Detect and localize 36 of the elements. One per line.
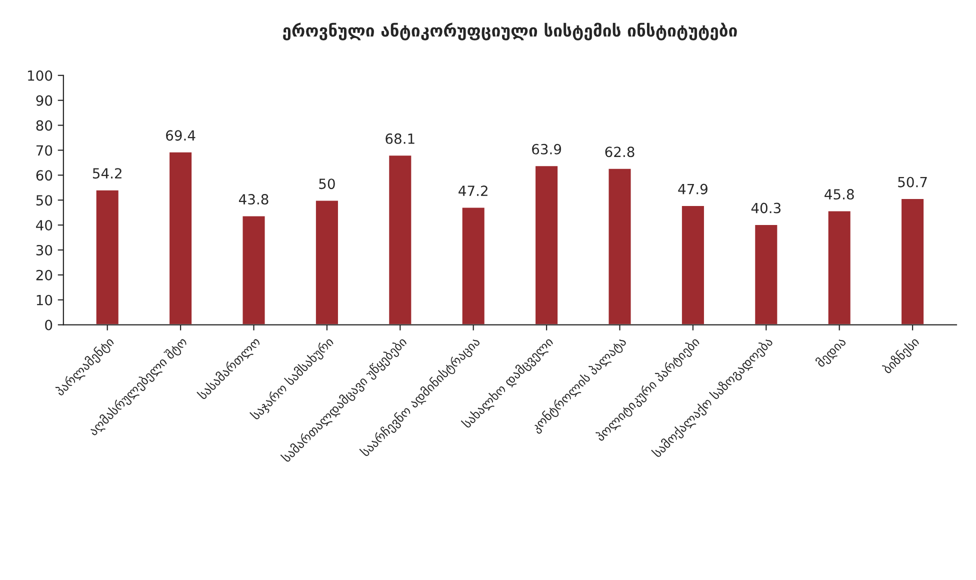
bar <box>388 154 413 325</box>
y-tick-label: 80 <box>36 120 52 131</box>
bar <box>168 151 193 325</box>
bar <box>241 214 266 325</box>
data-label: 68.1 <box>386 133 414 144</box>
bar <box>680 204 706 325</box>
data-label: 47.2 <box>458 186 488 196</box>
bar <box>534 164 559 325</box>
bar <box>826 210 852 325</box>
y-tick-label: 70 <box>36 145 52 156</box>
bar <box>460 206 486 325</box>
data-label: 50.7 <box>898 176 927 188</box>
y-tick-label: 10 <box>36 294 52 306</box>
y-tick-label: 40 <box>36 220 52 231</box>
data-label: 54.2 <box>92 168 122 179</box>
bar <box>314 199 340 325</box>
y-tick-label: 90 <box>36 95 52 106</box>
data-label: 69.4 <box>166 130 196 141</box>
bar <box>900 198 925 325</box>
data-label: 50 <box>319 178 335 190</box>
data-label: 47.9 <box>678 184 708 194</box>
y-tick-label: 60 <box>36 170 52 181</box>
data-label: 63.9 <box>532 144 562 154</box>
data-label: 45.8 <box>824 189 854 200</box>
y-tick-label: 50 <box>36 195 52 206</box>
bar <box>94 188 120 325</box>
y-tick-label: 0 <box>45 320 52 330</box>
data-label: 43.8 <box>238 194 268 205</box>
data-label: 40.3 <box>751 202 781 214</box>
bar <box>607 167 632 325</box>
bar <box>754 224 779 325</box>
chart-title: ეროვნული ანტიკორუფციული სისტემის ინსტიტუტები <box>283 22 737 40</box>
y-tick-label: 100 <box>28 70 52 81</box>
y-tick-label: 30 <box>36 244 52 256</box>
data-label: 62.8 <box>605 146 634 158</box>
y-tick-label: 20 <box>36 270 52 280</box>
